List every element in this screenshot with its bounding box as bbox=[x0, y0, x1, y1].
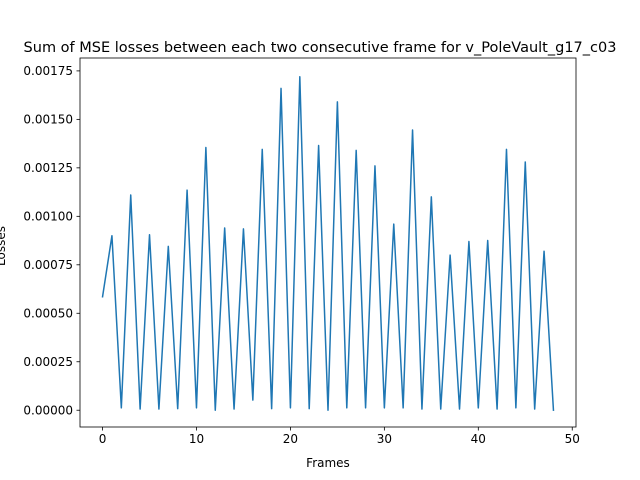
y-tick-label: 0.00150 bbox=[23, 113, 73, 127]
y-axis-label: Losses bbox=[0, 226, 8, 266]
x-tick-label: 40 bbox=[471, 432, 486, 446]
y-axis: 0.00000 0.00025 0.00050 0.00075 0.00100 0.001… bbox=[23, 64, 80, 417]
x-tick-label: 30 bbox=[377, 432, 392, 446]
x-axis-label: Frames bbox=[306, 456, 350, 470]
y-tick-label: 0.00075 bbox=[23, 258, 73, 272]
x-tick-label: 50 bbox=[565, 432, 580, 446]
axes-frame bbox=[79, 57, 577, 428]
x-axis: 0 10 20 30 40 50 bbox=[99, 427, 580, 446]
y-tick-label: 0.00125 bbox=[23, 161, 73, 175]
y-tick-label: 0.00050 bbox=[23, 306, 73, 320]
y-tick-label: 0.00175 bbox=[23, 64, 73, 78]
x-tick-label: 20 bbox=[283, 432, 298, 446]
x-tick-label: 10 bbox=[189, 432, 204, 446]
chart-title: Sum of MSE losses between each two conse… bbox=[24, 40, 617, 56]
y-tick-label: 0.00025 bbox=[23, 355, 73, 369]
plot-area bbox=[79, 57, 577, 428]
x-tick-label: 0 bbox=[99, 432, 107, 446]
series-line-0 bbox=[101, 75, 555, 412]
y-tick-label: 0.00000 bbox=[23, 403, 73, 417]
y-tick-label: 0.00100 bbox=[23, 210, 73, 224]
